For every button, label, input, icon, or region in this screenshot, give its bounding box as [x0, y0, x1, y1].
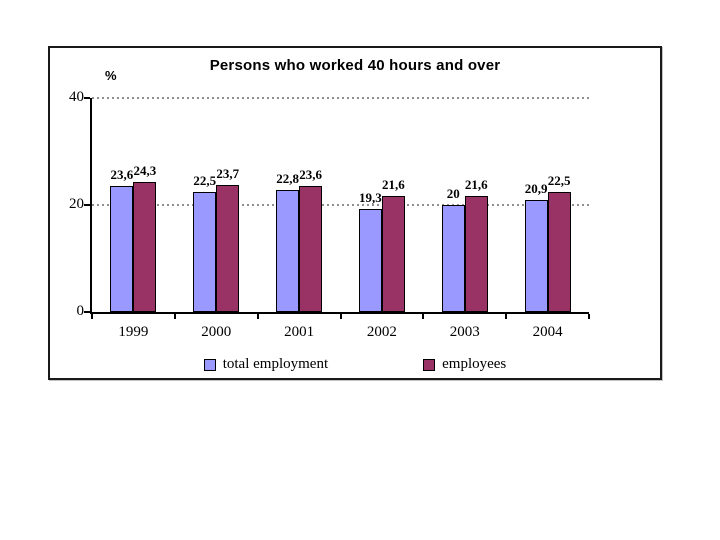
bar-value-label-total-employment-2004: 20,9 — [524, 181, 548, 197]
x-axis-tick-6 — [588, 314, 590, 319]
y-axis-tick-20 — [84, 204, 90, 206]
category-group-2000: 22,5 23,7 2000 — [175, 98, 258, 340]
bar-value-label-total-employment-2001: 22,8 — [276, 171, 299, 187]
bar-employees-2004 — [547, 191, 571, 312]
x-axis-tick-0 — [91, 314, 93, 319]
y-axis-tick-0 — [84, 311, 90, 313]
y-axis-tick-40 — [84, 97, 90, 99]
legend-label-employees: employees — [442, 356, 507, 372]
y-axis-tick-label-40: 40 — [69, 89, 84, 105]
bar-total-employment-2004 — [524, 200, 548, 312]
bar-total-employment-2001 — [276, 190, 300, 312]
category-group-2004: 20,9 22,5 2004 — [506, 98, 589, 340]
bar-employees-2000 — [216, 185, 240, 312]
y-axis-tick-label-20: 20 — [69, 196, 84, 212]
bar-employees-2002 — [381, 196, 405, 312]
bar-value-label-employees-2003: 21,6 — [464, 177, 488, 193]
gridline-40 — [92, 97, 589, 99]
bar-value-label-employees-2004: 22,5 — [547, 172, 571, 188]
bar-value-label-total-employment-2003: 20 — [446, 186, 460, 201]
category-group-2002: 19,3 21,6 2002 — [341, 98, 424, 340]
bar-employees-1999 — [133, 182, 157, 312]
x-axis-tick-5 — [505, 314, 508, 319]
chart-area: Persons who worked 40 hours and over % 2… — [48, 46, 662, 380]
bar-employees-2003 — [464, 196, 488, 312]
y-axis-unit-label: % — [105, 68, 117, 83]
x-axis-tick-1 — [173, 314, 176, 319]
bar-value-label-total-employment-2002: 19,3 — [359, 189, 382, 205]
gridline-20 — [92, 204, 589, 206]
x-axis-tick-3 — [339, 314, 342, 319]
bar-value-label-employees-2001: 23,6 — [299, 166, 322, 182]
chart-title: Persons who worked 40 hours and over — [209, 57, 501, 74]
bar-total-employment-2000 — [193, 191, 217, 312]
legend-swatch-total-employment — [203, 358, 216, 371]
x-axis-tick-4 — [422, 314, 425, 319]
y-axis-tick-label-0: 0 — [76, 303, 85, 319]
legend-label-total-employment: total employment — [222, 356, 329, 372]
category-group-2001: 22,8 23,6 2001 — [258, 98, 341, 340]
category-group-2003: 20 21,6 2003 — [423, 98, 506, 340]
bar-value-label-employees-2002: 21,6 — [382, 177, 405, 193]
legend-item-total-employment: total employment — [203, 356, 329, 373]
legend: total employment employees — [50, 356, 660, 373]
bar-total-employment-2003 — [441, 205, 465, 312]
bar-total-employment-2002 — [358, 208, 382, 312]
bar-value-label-total-employment-1999: 23,6 — [110, 166, 134, 182]
bar-value-label-employees-1999: 24,3 — [133, 163, 157, 178]
category-group-1999: 23,6 24,3 1999 — [92, 98, 175, 340]
bar-total-employment-1999 — [110, 185, 134, 312]
legend-item-employees: employees — [423, 356, 506, 373]
bar-value-label-total-employment-2000: 22,5 — [193, 172, 217, 188]
x-axis-label-2000: 2000 — [201, 324, 232, 340]
x-axis-label-2003: 2003 — [449, 324, 480, 340]
x-axis-label-1999: 1999 — [118, 324, 149, 340]
bar-value-label-employees-2000: 23,7 — [216, 166, 240, 182]
bar-employees-2001 — [299, 185, 323, 312]
plot-area: 23,6 24,3 1999 22,5 23,7 2000 22,8 23,6 2001 19,3… — [84, 97, 590, 340]
x-axis-label-2001: 2001 — [284, 324, 315, 340]
x-axis-label-2002: 2002 — [366, 324, 397, 340]
x-axis-label-2004: 2004 — [532, 324, 563, 340]
x-axis-tick-2 — [256, 314, 259, 319]
legend-swatch-employees — [423, 358, 436, 371]
